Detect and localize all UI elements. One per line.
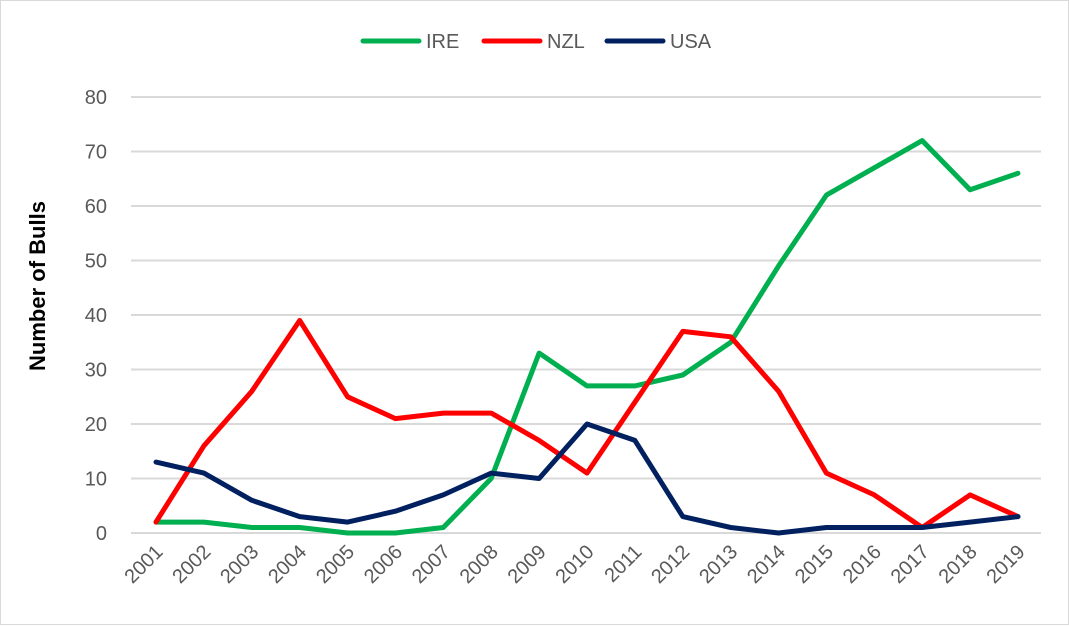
x-tick-label: 2010 xyxy=(552,541,599,588)
x-axis-ticks: 2001 2002 2003 2004 2005 2006 2007 2008 2009 2010… xyxy=(121,541,1030,588)
x-tick-label: 2016 xyxy=(839,541,886,588)
series-line-nzl xyxy=(153,318,1021,530)
x-tick-label: 2003 xyxy=(216,541,263,588)
x-tick-label: 2014 xyxy=(743,541,790,588)
legend-label-nzl: NZL xyxy=(547,31,585,53)
x-tick-label: 2007 xyxy=(408,541,455,588)
y-tick-label: 50 xyxy=(85,251,107,273)
series-line-ire xyxy=(153,138,1021,536)
x-tick-label: 2012 xyxy=(647,541,694,588)
x-tick-label: 2011 xyxy=(600,541,646,587)
y-axis-title: Number of Bulls xyxy=(25,201,50,371)
y-tick-label: 40 xyxy=(85,305,107,327)
legend-label-usa: USA xyxy=(670,31,712,53)
x-tick-label: 2015 xyxy=(791,541,838,588)
series-lines xyxy=(153,138,1021,536)
x-tick-label: 2008 xyxy=(456,541,503,588)
x-tick-label: 2006 xyxy=(360,541,407,588)
x-tick-label: 2019 xyxy=(983,541,1030,588)
x-tick-label: 2001 xyxy=(121,541,168,588)
x-tick-label: 2013 xyxy=(695,541,742,588)
x-tick-label: 2018 xyxy=(935,541,982,588)
series-line-usa xyxy=(153,421,1021,536)
y-tick-label: 70 xyxy=(85,142,107,164)
legend-label-ire: IRE xyxy=(426,31,459,53)
gridlines xyxy=(131,96,1041,534)
y-tick-label: 60 xyxy=(85,196,107,218)
y-axis-ticks: 0 10 20 30 40 50 60 70 80 xyxy=(85,87,107,545)
y-tick-label: 20 xyxy=(85,414,107,436)
legend: IRE NZL USA xyxy=(360,31,712,53)
y-tick-label: 80 xyxy=(85,87,107,109)
x-tick-label: 2004 xyxy=(264,541,311,588)
x-tick-label: 2002 xyxy=(168,541,215,588)
x-tick-label: 2005 xyxy=(312,541,359,588)
y-tick-label: 0 xyxy=(96,523,107,545)
x-tick-label: 2017 xyxy=(887,541,934,588)
y-tick-label: 10 xyxy=(85,469,107,491)
x-tick-label: 2009 xyxy=(504,541,551,588)
y-tick-label: 30 xyxy=(85,360,107,382)
